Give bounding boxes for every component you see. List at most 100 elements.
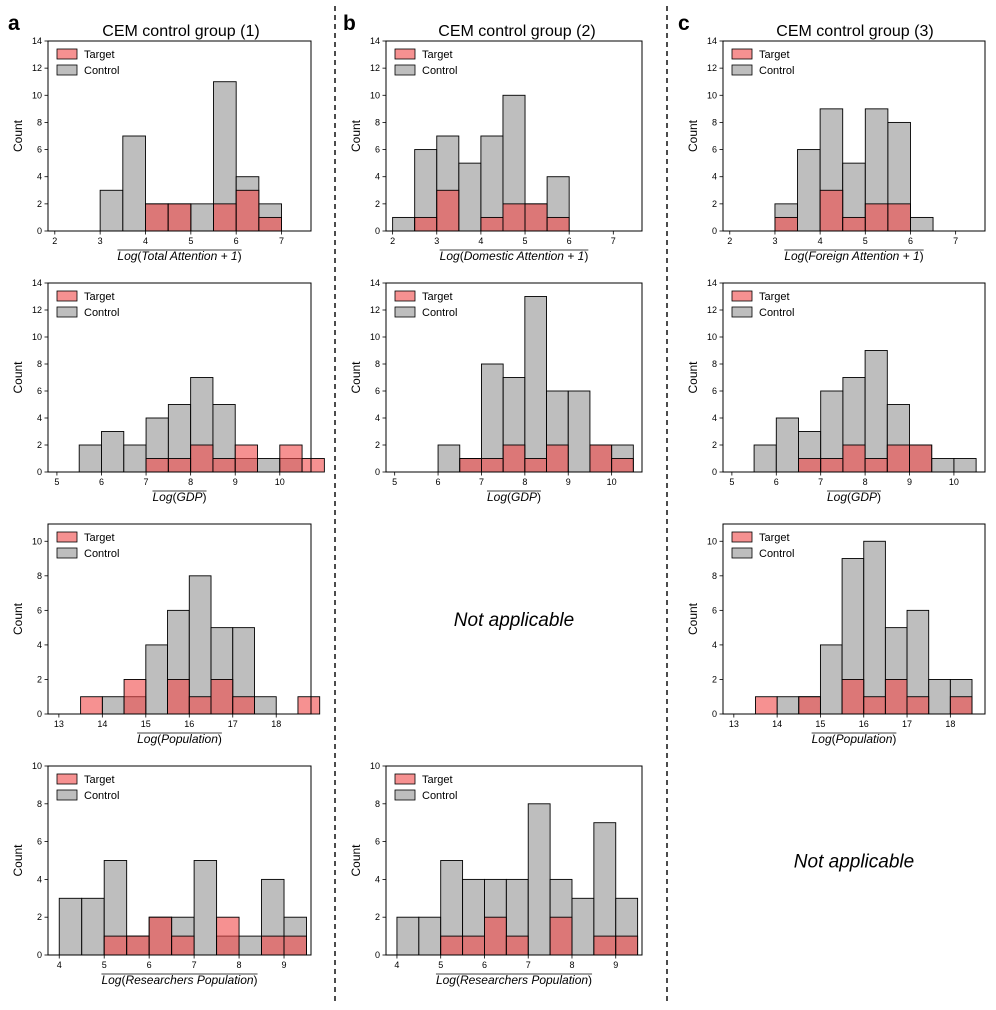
y-tick-label: 6: [37, 386, 42, 396]
histogram-panel-7: 0 2 4 6 8 10 13 14 15 16 17 18 Count Log(Population) T…: [686, 523, 986, 746]
y-tick-label: 6: [375, 837, 380, 847]
y-tick-label: 2: [375, 199, 380, 209]
control-bar: [418, 916, 442, 956]
x-tick-label: 3: [772, 236, 777, 246]
target-bar: [210, 679, 234, 715]
legend-control-swatch: [394, 64, 416, 76]
legend-control-swatch: [56, 306, 78, 318]
target-bar: [863, 696, 886, 715]
x-tick-label: 2: [727, 236, 732, 246]
y-tick-label: 10: [370, 332, 380, 342]
y-tick-label: 8: [375, 117, 380, 127]
legend-target-label: Target: [84, 532, 115, 544]
legend-control-swatch: [56, 64, 78, 76]
y-axis-label: Count: [11, 602, 25, 635]
control-bar: [392, 216, 416, 232]
x-tick-label: 8: [188, 477, 193, 487]
y-tick-label: 12: [370, 63, 380, 73]
control-bar: [257, 458, 281, 473]
control-bar: [58, 897, 83, 956]
x-tick-label: 9: [282, 960, 287, 970]
y-tick-label: 0: [375, 950, 380, 960]
column-title-2: CEM control group (2): [438, 23, 595, 40]
y-tick-label: 10: [707, 332, 717, 342]
target-bar: [819, 189, 844, 232]
x-tick-label: 4: [143, 236, 148, 246]
legend-control-swatch: [731, 64, 753, 76]
control-bar: [123, 444, 147, 473]
x-tick-label: 16: [859, 719, 869, 729]
control-bar: [437, 444, 461, 473]
y-axis-label: Count: [686, 119, 700, 152]
y-tick-label: 14: [32, 278, 42, 288]
x-tick-label: 13: [54, 719, 64, 729]
y-axis-label: Count: [349, 844, 363, 877]
plot-frame: [722, 523, 986, 715]
target-bar: [414, 216, 438, 232]
control-bar: [481, 363, 504, 473]
target-bar: [484, 916, 507, 956]
control-bar: [254, 696, 277, 715]
x-tick-label: 14: [97, 719, 107, 729]
legend-control-label: Control: [422, 790, 457, 802]
control-bar: [571, 897, 595, 956]
y-tick-label: 2: [712, 440, 717, 450]
x-tick-label: 18: [945, 719, 955, 729]
x-tick-label: 5: [54, 477, 59, 487]
y-tick-label: 4: [37, 413, 42, 423]
x-tick-label: 9: [613, 960, 618, 970]
y-tick-label: 0: [375, 226, 380, 236]
y-tick-label: 4: [375, 874, 380, 884]
y-tick-label: 6: [375, 386, 380, 396]
y-tick-label: 10: [370, 761, 380, 771]
control-bar: [101, 431, 125, 473]
y-tick-label: 12: [707, 305, 717, 315]
y-tick-label: 0: [37, 226, 42, 236]
x-tick-label: 3: [98, 236, 103, 246]
y-tick-label: 8: [712, 117, 717, 127]
x-axis-label: Log(Researchers Population): [101, 973, 257, 987]
y-tick-label: 4: [712, 413, 717, 423]
legend-control-swatch: [731, 547, 753, 559]
target-bar: [546, 444, 569, 473]
target-bar: [167, 679, 190, 715]
y-axis-label: Count: [686, 602, 700, 635]
legend-target-label: Target: [759, 291, 790, 303]
histogram-panel-9: 0 2 4 6 8 10 4 5 6 7 8 9 Count Log(Researchers Popula…: [349, 761, 643, 987]
x-tick-label: 6: [482, 960, 487, 970]
control-bar: [953, 458, 977, 473]
legend-control-swatch: [394, 306, 416, 318]
plot-frame: [385, 765, 643, 956]
plot-frame: [47, 523, 312, 715]
x-tick-label: 7: [818, 477, 823, 487]
target-bar: [459, 458, 482, 473]
x-tick-label: 5: [438, 960, 443, 970]
control-bar: [524, 296, 547, 473]
y-tick-label: 4: [712, 640, 717, 650]
x-tick-label: 9: [907, 477, 912, 487]
target-bar: [505, 935, 529, 956]
legend-target-swatch: [731, 48, 753, 60]
histogram-panel-4: 0 2 4 6 8 10 12 14 5 6 7 8 9 10 Count Log(GDP) Target Con…: [349, 278, 643, 504]
y-tick-label: 8: [37, 359, 42, 369]
control-bar: [480, 135, 504, 232]
x-tick-label: 6: [147, 960, 152, 970]
plot-frame: [47, 40, 312, 232]
y-tick-label: 14: [370, 278, 380, 288]
y-tick-label: 0: [37, 467, 42, 477]
panel-letter-c: c: [678, 12, 690, 35]
x-axis-label: Log(Population): [812, 732, 897, 746]
target-bar: [842, 216, 866, 232]
x-tick-label: 8: [522, 477, 527, 487]
x-tick-label: 8: [569, 960, 574, 970]
x-tick-label: 14: [772, 719, 782, 729]
legend-control-swatch: [394, 789, 416, 801]
target-bar: [949, 696, 973, 715]
histogram-panel-5: 0 2 4 6 8 10 12 14 5 6 7 8 9 10 Count Log(GDP) Target Con…: [686, 278, 986, 504]
y-tick-label: 10: [32, 761, 42, 771]
target-bar: [906, 696, 930, 715]
y-tick-label: 2: [375, 440, 380, 450]
x-tick-label: 7: [279, 236, 284, 246]
control-bar: [863, 540, 886, 715]
